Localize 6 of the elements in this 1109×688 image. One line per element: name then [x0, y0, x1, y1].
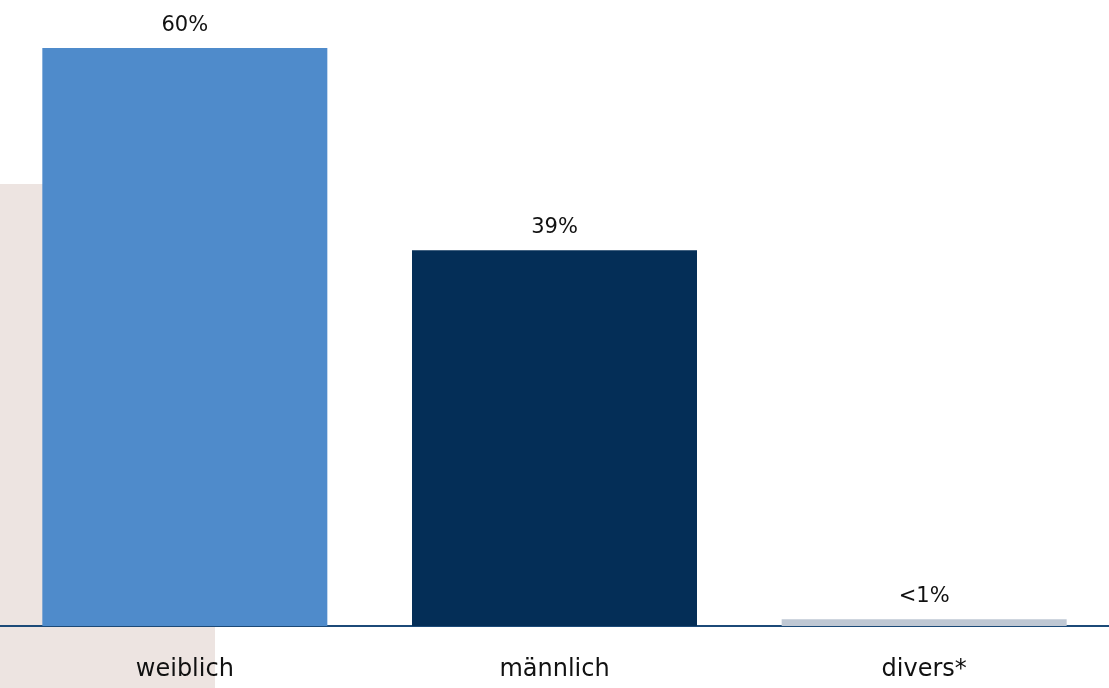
x-tick-label: männlich: [499, 654, 610, 682]
data-label: 39%: [531, 213, 578, 238]
x-tick-label: divers*: [881, 654, 967, 682]
x-tick-label: weiblich: [135, 654, 234, 682]
data-label: <1%: [898, 582, 950, 607]
data-label: 60%: [161, 11, 209, 36]
